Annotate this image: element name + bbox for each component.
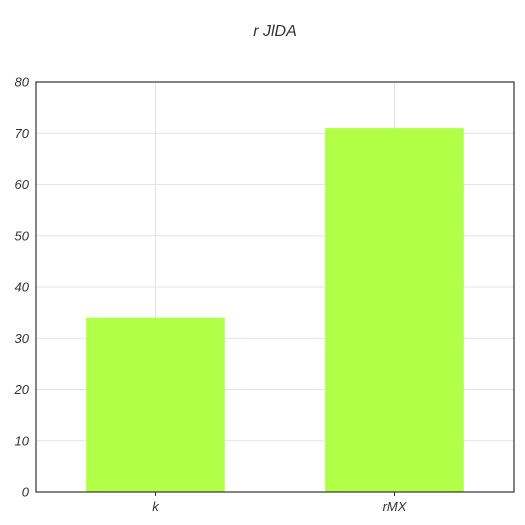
y-tick-label: 0 bbox=[22, 485, 30, 500]
y-tick-label: 60 bbox=[15, 177, 30, 192]
y-tick-label: 10 bbox=[15, 433, 30, 448]
x-tick-label: k bbox=[152, 499, 160, 514]
y-tick-label: 30 bbox=[15, 331, 30, 346]
y-axis-ticks: 0 10 20 30 40 50 60 70 80 bbox=[14, 75, 30, 500]
y-tick-label: 20 bbox=[14, 382, 30, 397]
y-tick-label: 50 bbox=[15, 228, 30, 243]
y-tick-label: 70 bbox=[15, 126, 30, 141]
bars bbox=[86, 128, 464, 492]
x-axis-ticks: k rMX bbox=[152, 492, 408, 514]
x-tick-label: rMX bbox=[383, 499, 408, 514]
bar-k bbox=[86, 317, 225, 492]
y-tick-label: 80 bbox=[15, 75, 30, 90]
plot-area-frame bbox=[35, 81, 515, 493]
y-tick-label: 40 bbox=[15, 280, 30, 295]
bar-rMX bbox=[325, 128, 464, 492]
chart-title: r JlDA bbox=[253, 23, 297, 40]
